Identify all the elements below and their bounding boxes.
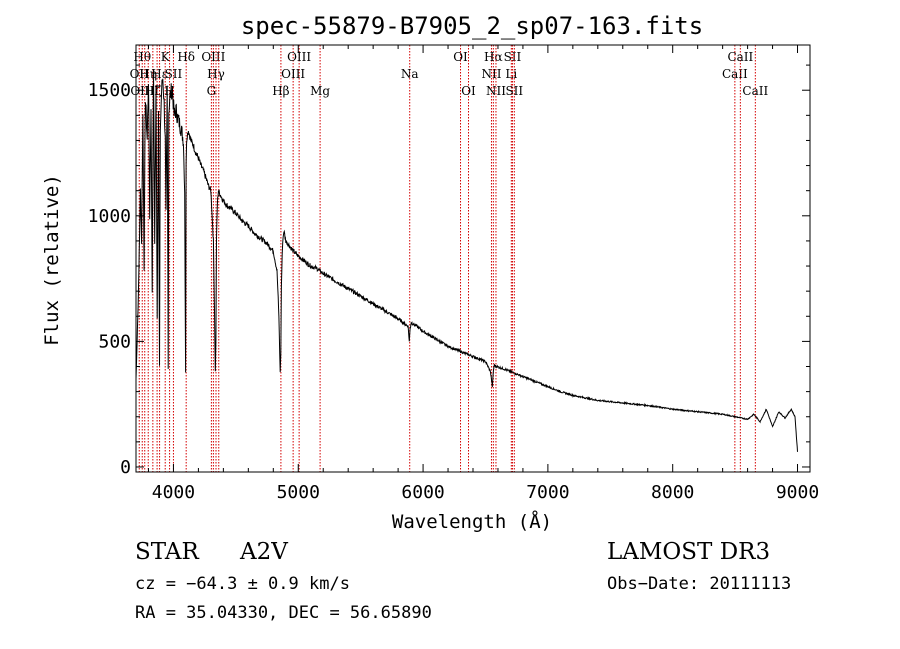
x-tick-label: 7000 [526,482,569,503]
marker-label: SII [165,67,183,81]
obs-date: Obs−Date: 20111113 [607,574,792,594]
marker-label: OIII [287,50,311,64]
survey-name: LAMOST DR3 [607,539,771,565]
marker-label: OIII [281,67,305,81]
marker-label: Na [401,67,419,81]
marker-label: Hθ [133,50,151,64]
marker-label: Mg [310,84,330,98]
marker-label: SII [504,50,522,64]
marker-label: G [207,84,217,98]
marker-label: H [164,84,174,98]
x-tick-label: 4000 [152,482,195,503]
object-subclass: A2V [240,539,288,565]
marker-label: NII [486,84,506,98]
marker-label: OIIII [130,84,159,98]
x-tick-label: 6000 [401,482,444,503]
marker-label: CaII [722,67,748,81]
marker-label: OI [453,50,468,64]
x-axis-label: Wavelength (Å) [392,510,552,533]
marker-label: Hε [151,67,168,81]
marker-label: Hγ [207,67,225,81]
marker-label: OI [461,84,476,98]
y-tick-label: 0 [120,457,131,478]
y-tick-label: 500 [98,331,131,352]
redshift-cz: cz = −64.3 ± 0.9 km/s [135,574,350,594]
marker-label: OIII [201,50,225,64]
x-tick-label: 5000 [277,482,320,503]
spectrum-series [135,70,798,452]
chart-title: spec-55879-B7905_2_sp07-163.fits [241,12,703,40]
plot-frame [135,44,811,473]
marker-label: CaII [727,50,753,64]
spectrum-line [135,70,798,452]
object-class: STAR [135,539,199,565]
marker-label: Hα [484,50,503,64]
axes: 4000 5000 6000 7000 8000 9000 0 500 1000 1500 [88,45,819,503]
x-tick-label: 9000 [776,482,819,503]
marker-label: K [161,50,171,64]
y-axis-label: Flux (relative) [41,174,63,346]
y-tick-label: 1000 [88,206,131,227]
marker-label: NII [481,67,501,81]
ra-dec: RA = 35.04330, DEC = 56.65890 [135,603,432,623]
marker-label: Li [505,67,517,81]
marker-label: Hβ [272,84,289,98]
y-tick-label: 1500 [88,80,131,101]
emission-line-markers: OIIHθOIIIIHηHζHεKHSIIHδGOIIIHγHβOIIIOIII… [130,45,768,472]
marker-label: CaII [742,84,768,98]
marker-label: Hδ [177,50,195,64]
marker-label: SII [505,84,523,98]
x-tick-label: 8000 [651,482,694,503]
